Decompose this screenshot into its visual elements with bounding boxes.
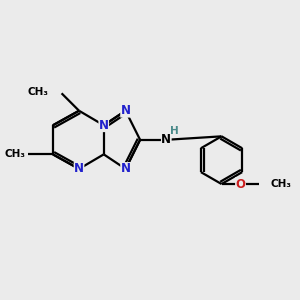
Text: CH₃: CH₃ <box>28 87 49 97</box>
Text: N: N <box>121 162 130 176</box>
Text: N: N <box>74 162 84 176</box>
Text: CH₃: CH₃ <box>4 149 25 159</box>
Text: H: H <box>170 125 179 136</box>
Text: N: N <box>161 133 171 146</box>
Text: CH₃: CH₃ <box>271 179 292 189</box>
Text: N: N <box>121 104 130 117</box>
Text: N: N <box>99 119 109 132</box>
Text: O: O <box>236 178 245 190</box>
